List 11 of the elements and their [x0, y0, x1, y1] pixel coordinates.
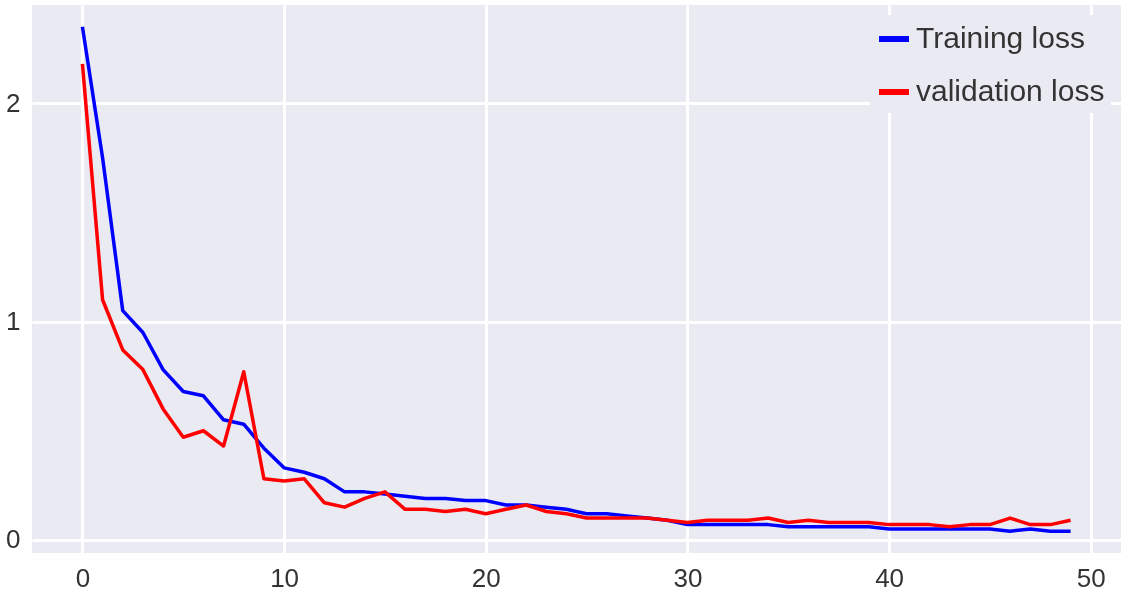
legend-label: Training loss	[916, 21, 1085, 54]
legend-label: validation loss	[916, 74, 1105, 107]
x-tick-label: 10	[270, 562, 300, 593]
x-tick-label: 40	[875, 562, 905, 593]
y-tick-label: 0	[6, 524, 21, 555]
x-tick-label: 50	[1076, 562, 1106, 593]
y-tick-label: 2	[6, 87, 21, 118]
x-tick-label: 20	[471, 562, 501, 593]
x-tick-label: 30	[673, 562, 703, 593]
y-tick-label: 1	[6, 306, 21, 337]
x-tick-label: 0	[75, 562, 91, 593]
